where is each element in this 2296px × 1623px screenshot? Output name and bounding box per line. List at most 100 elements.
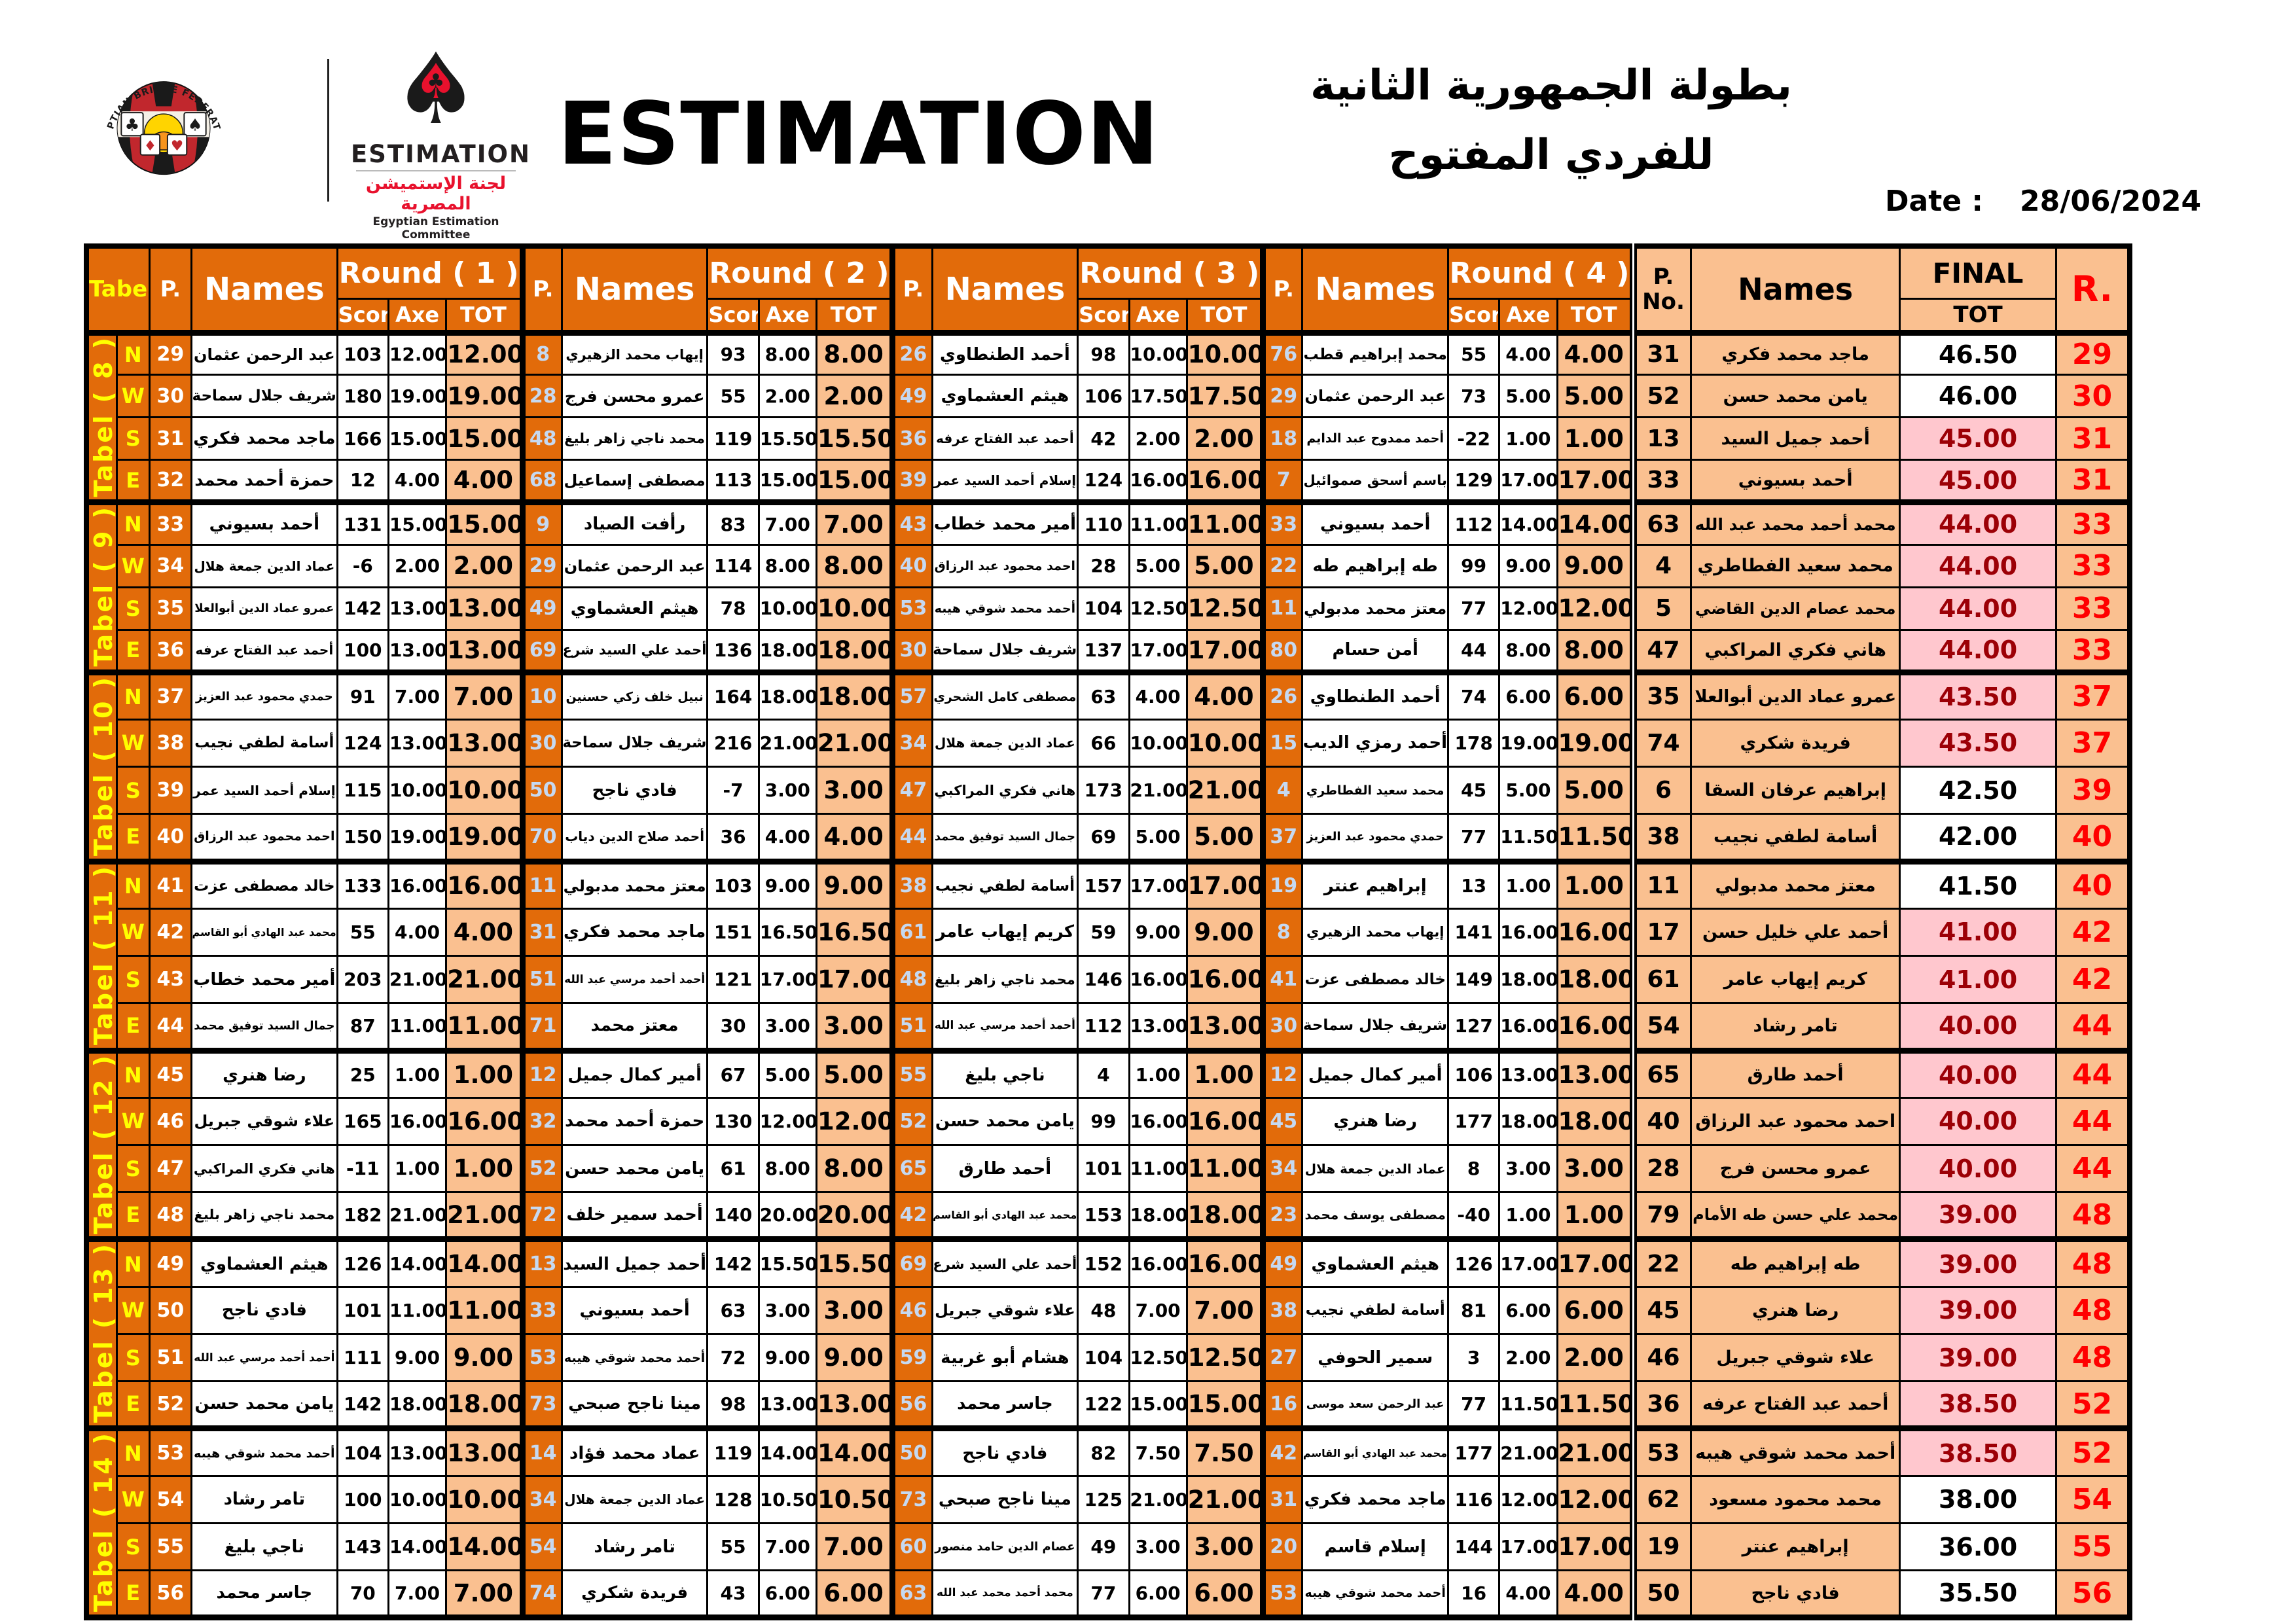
table-group-label-text: Tabel ( 11 ) (89, 864, 117, 1045)
round4-player-name-cell: محمد إبراهيم قطب (1301, 331, 1450, 376)
round2-tot-cell: 15.00 (815, 459, 894, 504)
round4-player-name-cell: أمير كمال جميل (1301, 1049, 1450, 1099)
round4-score-cell: 141 (1447, 907, 1501, 957)
rank-cell: 40 (2054, 813, 2131, 863)
round3-score-cell: 82 (1077, 1427, 1130, 1477)
round4-player-number-cell: 23 (1260, 1191, 1304, 1241)
final-total-cell: 43.50 (1899, 718, 2057, 768)
round3-tot-cell: 10.00 (1185, 718, 1265, 768)
event-title-arabic: بطولة الجمهورية الثانية للفردي المفتوح (1263, 51, 1839, 190)
page-title: ESTIMATION (558, 84, 1160, 185)
round4-player-name-cell: طه إبراهيم طه (1301, 543, 1450, 588)
round2-player-number-cell: 54 (519, 1522, 563, 1572)
round2-axe-cell: 10.00 (757, 586, 817, 631)
round3-player-name-cell: جاسر محمد (931, 1380, 1079, 1430)
round1-tot-cell: 1.00 (445, 1143, 524, 1194)
round1-score-cell: 25 (336, 1049, 389, 1099)
round3-tot-cell: 16.00 (1185, 954, 1265, 1005)
seat-cell: N (115, 501, 151, 546)
round2-score-cell: 55 (706, 1522, 760, 1572)
round2-score-cell: 140 (706, 1191, 760, 1241)
final-total-cell: 44.00 (1899, 543, 2057, 588)
col-header-round-1: Round ( 1 ) (336, 245, 524, 300)
round3-player-number-cell: 51 (889, 1002, 933, 1052)
seat-cell: S (115, 1332, 151, 1383)
rank-cell: 37 (2054, 718, 2131, 768)
round4-player-number-cell: 7 (1260, 459, 1304, 504)
round4-player-number-cell: 33 (1260, 501, 1304, 546)
round1-axe-cell: 15.00 (387, 416, 448, 461)
round2-tot-cell: 18.00 (815, 671, 894, 721)
rank-cell: 48 (2054, 1332, 2131, 1383)
round3-player-name-cell: أحمد عبد الفتاح عرفه (931, 416, 1079, 461)
final-player-number-cell: 22 (1629, 1238, 1693, 1288)
final-player-name-cell: عمرو محسن فرج (1690, 1143, 1901, 1194)
round4-axe-cell: 5.00 (1498, 374, 1558, 419)
player-number-cell: 51 (148, 1332, 193, 1383)
table-row: Tabel ( 12 ) N 45 رضا هنري 25 1.00 1.00 12 أمير … (85, 1049, 2131, 1241)
round2-score-cell: 67 (706, 1049, 760, 1099)
round3-player-number-cell: 49 (889, 374, 933, 419)
round3-player-name-cell: كريم إيهاب عامر (931, 907, 1079, 957)
round1-axe-cell: 21.00 (387, 1191, 448, 1241)
final-player-number-cell: 28 (1629, 1143, 1693, 1194)
round2-player-number-cell: 14 (519, 1427, 563, 1477)
final-total-cell: 35.50 (1899, 1569, 2057, 1619)
round1-player-name-cell: أحمد أحمد مرسي عبد الله (190, 1332, 338, 1383)
round1-score-cell: 126 (336, 1238, 389, 1288)
round1-tot-cell: 19.00 (445, 813, 524, 863)
round4-axe-cell: 11.50 (1498, 813, 1558, 863)
round2-tot-cell: 6.00 (815, 1569, 894, 1619)
final-player-number-cell: 4 (1629, 543, 1693, 588)
round1-score-cell: 12 (336, 459, 389, 504)
round2-axe-cell: 3.00 (757, 1002, 817, 1052)
final-player-number-cell: 62 (1629, 1474, 1693, 1524)
round2-axe-cell: 3.00 (757, 1285, 817, 1335)
round3-axe-cell: 21.00 (1128, 1474, 1188, 1524)
round1-player-name-cell: أحمد عبد الفتاح عرفه (190, 628, 338, 673)
round1-player-name-cell: محمد عبد الهادي أبو القاسم (190, 907, 338, 957)
round4-player-number-cell: 49 (1260, 1238, 1304, 1288)
round2-player-number-cell: 71 (519, 1002, 563, 1052)
final-player-name-cell: معتز محمد مدبولي (1690, 860, 1901, 910)
round4-tot-cell: 12.00 (1556, 586, 1634, 631)
table-row: Tabel ( 10 ) N 37 حمدي محمود عبد العزيز 91 7.… (85, 671, 2131, 863)
final-player-number-cell: 36 (1629, 1380, 1693, 1430)
player-number-cell: 32 (148, 459, 193, 504)
player-number-cell: 31 (148, 416, 193, 461)
round2-tot-cell: 17.00 (815, 954, 894, 1005)
round3-player-name-cell: أحمد طارق (931, 1143, 1079, 1194)
round3-axe-cell: 7.50 (1128, 1427, 1188, 1477)
round2-player-number-cell: 30 (519, 718, 563, 768)
round3-tot-cell: 17.00 (1185, 860, 1265, 910)
round3-tot-cell: 16.00 (1185, 459, 1265, 504)
rank-cell: 42 (2054, 954, 2131, 1005)
final-player-number-cell: 17 (1629, 907, 1693, 957)
final-player-name-cell: يامن محمد حسن (1690, 374, 1901, 419)
round3-score-cell: 112 (1077, 1002, 1130, 1052)
round2-tot-cell: 3.00 (815, 766, 894, 815)
table-row: W 42 محمد عبد الهادي أبو القاسم 55 4.00 4.00 3… (86, 907, 2131, 957)
table-group-label: Tabel ( 10 ) (85, 671, 118, 863)
committee-logo-rule (356, 170, 516, 171)
final-total-cell: 46.00 (1899, 374, 2057, 419)
table-row: E 44 جمال السيد توفيق محمد 87 11.00 11.00 71 مع… (86, 1002, 2131, 1052)
round1-player-name-cell: رضا هنري (190, 1049, 338, 1099)
round4-player-name-cell: أحمد الطنطاوي (1301, 671, 1450, 721)
round2-score-cell: 93 (706, 331, 760, 376)
final-player-number-cell: 61 (1629, 954, 1693, 1005)
seat-cell: W (115, 1096, 151, 1146)
round3-tot-cell: 12.50 (1185, 586, 1265, 631)
round4-score-cell: 55 (1447, 331, 1501, 376)
round1-axe-cell: 19.00 (387, 813, 448, 863)
col-header-tot-3: TOT (1185, 297, 1265, 334)
round1-player-name-cell: خالد مصطفى عزت (190, 860, 338, 910)
round4-axe-cell: 17.00 (1498, 1238, 1558, 1288)
round4-player-name-cell: محمد سعيد الفطاطري (1301, 766, 1450, 815)
final-total-cell: 46.50 (1899, 331, 2057, 376)
round4-player-number-cell: 53 (1260, 1569, 1304, 1619)
table-row: W 30 شريف جلال سماحة 180 19.00 19.00 28 عمرو مح… (86, 374, 2131, 419)
round4-axe-cell: 8.00 (1498, 628, 1558, 673)
round4-player-name-cell: هيثم العشماوي (1301, 1238, 1450, 1288)
round1-player-name-cell: جمال السيد توفيق محمد (190, 1002, 338, 1052)
